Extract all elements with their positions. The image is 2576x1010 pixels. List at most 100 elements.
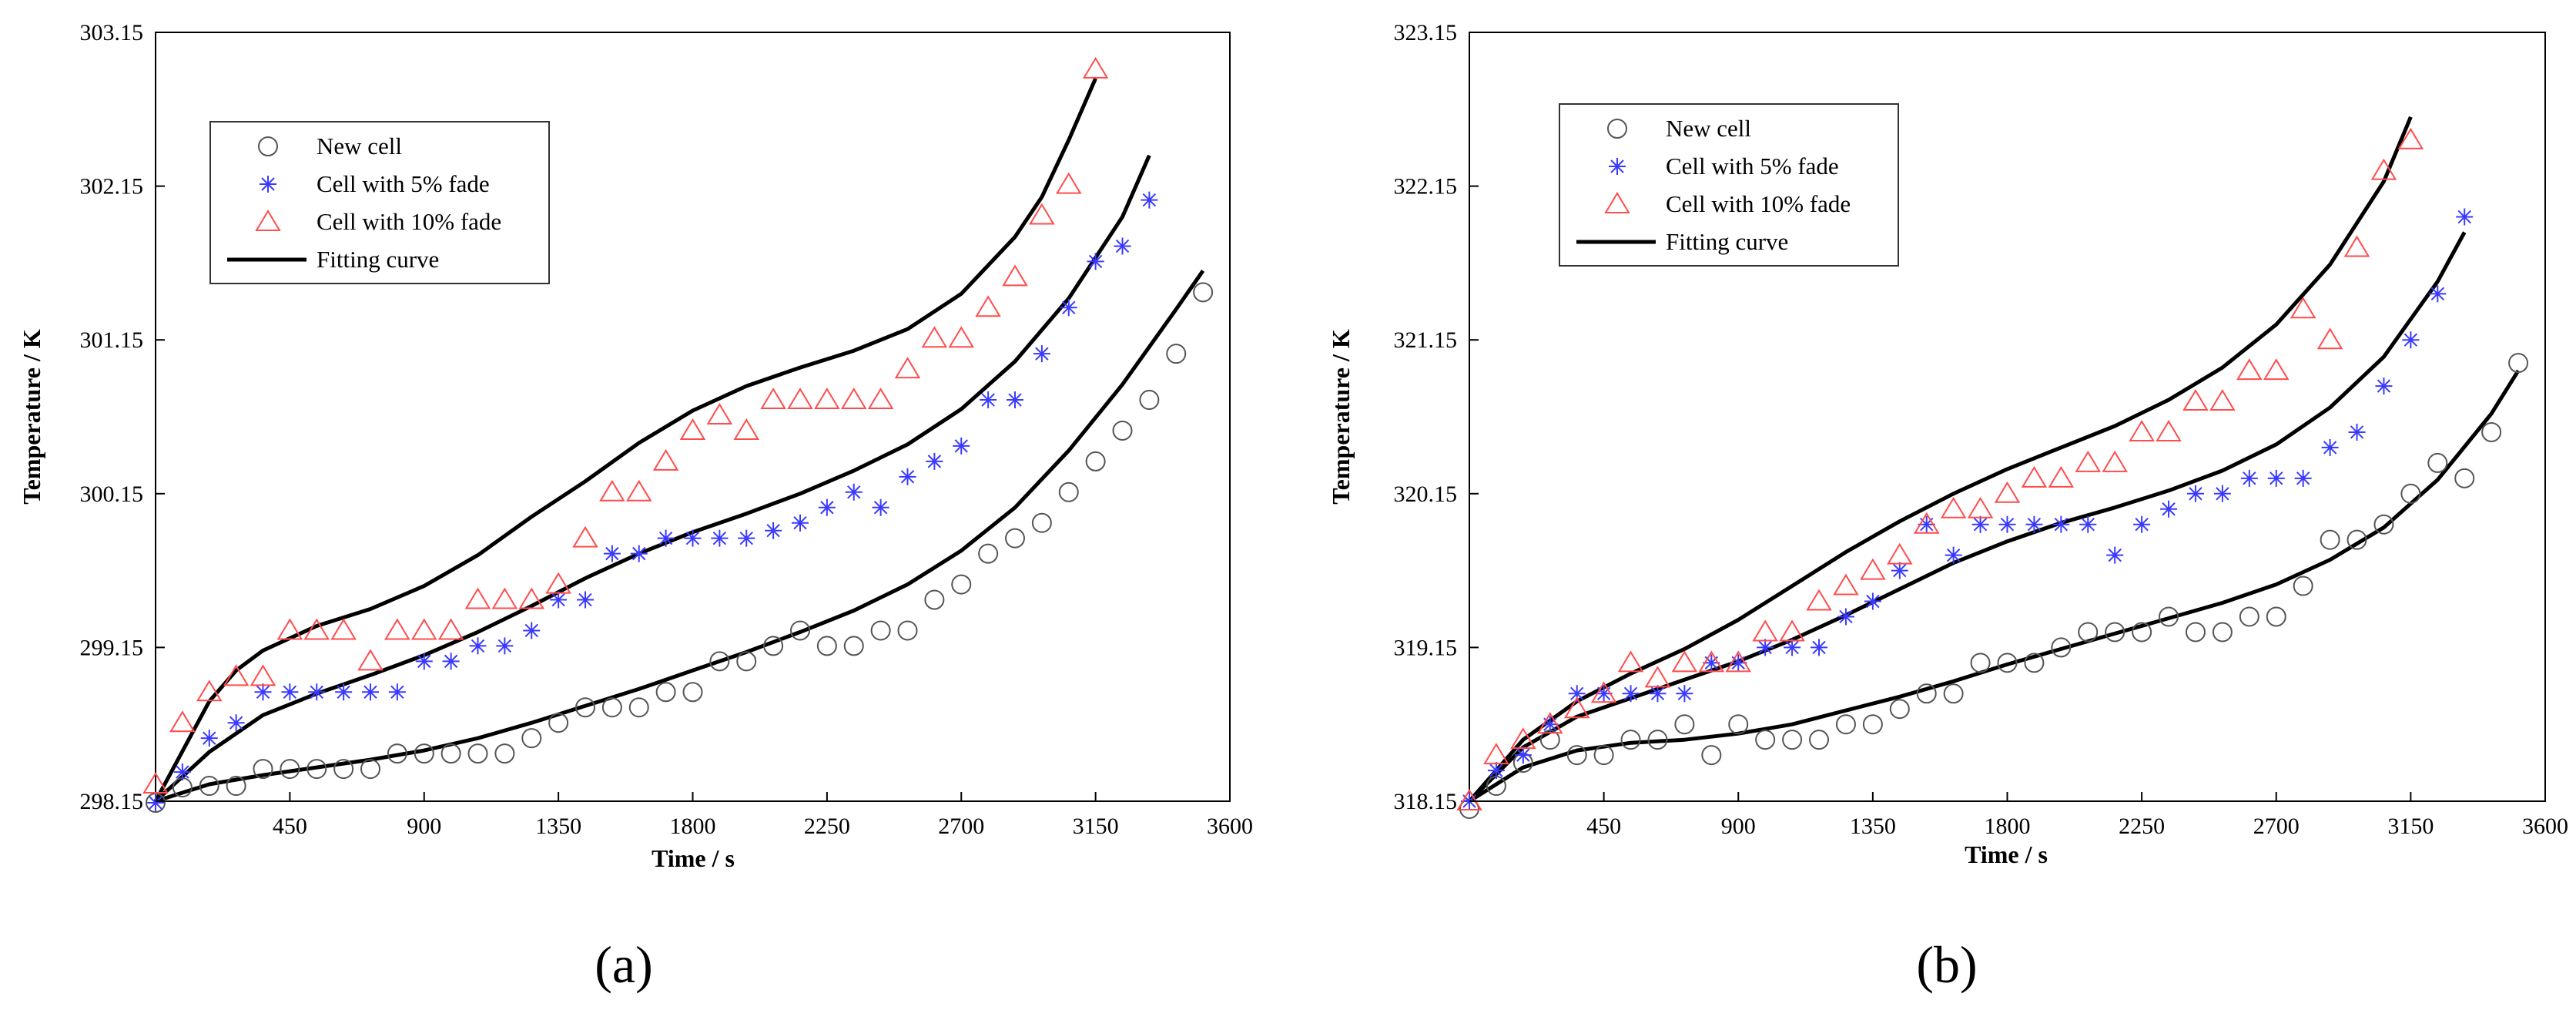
data-point: [254, 683, 272, 701]
data-point: [330, 618, 357, 640]
data-point: [2239, 606, 2259, 627]
y-tick-label: 322.15: [1394, 174, 1458, 200]
data-point: [2105, 622, 2125, 643]
data-point: [1837, 608, 1854, 626]
data-point: [2025, 515, 2043, 533]
data-point: [521, 728, 542, 749]
data-point: [953, 437, 970, 455]
x-tick-label: 1800: [1985, 814, 2031, 839]
data-point: [2373, 514, 2394, 535]
data-point: [787, 388, 813, 410]
data-point: [147, 794, 164, 811]
legend: New cell Cell with 5% fade Cell with 10% f…: [1559, 103, 1899, 267]
data-point: [550, 591, 568, 609]
data-point: [897, 620, 918, 641]
chart-panel-b: 450 900 1350 1800 2250 2700 3150 3600 318.15 319.…: [1327, 20, 2568, 994]
y-tick-label: 300.15: [80, 482, 144, 507]
data-point: [1031, 512, 1052, 533]
data-point: [442, 653, 460, 670]
data-point: [840, 388, 867, 410]
fitting-curve-cell-with-10-fade: [1468, 116, 2413, 803]
data-point: [1193, 282, 1214, 303]
legend-label: Cell with 10% fade: [1666, 190, 1851, 217]
data-point: [1114, 237, 1131, 255]
x-tick-label: 3600: [2522, 814, 2568, 839]
data-point: [1784, 639, 1801, 656]
legend-label: New cell: [1666, 115, 1751, 142]
data-point: [577, 591, 594, 609]
y-tick-label: 318.15: [1394, 789, 1458, 814]
legend-label: Fitting curve: [317, 246, 439, 273]
series-cell-with-5-fade: [1461, 208, 2474, 810]
data-point: [303, 618, 330, 640]
x-tick-label: 3600: [1207, 814, 1253, 839]
data-point: [655, 682, 676, 703]
data-point: [679, 418, 706, 440]
data-point: [384, 618, 410, 640]
data-point: [410, 618, 437, 640]
data-point: [2427, 452, 2448, 473]
y-tick-label: 303.15: [80, 20, 144, 45]
chart-panel-a: 450 900 1350 1800 2250 2700 3150 3600 298.15 299.…: [18, 20, 1253, 994]
data-point: [1887, 542, 1913, 565]
data-point: [1806, 589, 1832, 611]
legend-swatch: [258, 136, 278, 156]
data-point: [1649, 685, 1667, 703]
data-point: [1085, 451, 1106, 471]
data-point: [975, 295, 1001, 317]
data-point: [630, 545, 648, 562]
data-point: [870, 620, 891, 641]
data-point: [1029, 203, 1055, 225]
data-point: [1671, 650, 1698, 673]
data-point: [1139, 390, 1160, 411]
data-point: [2508, 353, 2529, 374]
data-point: [2185, 622, 2206, 643]
data-point: [790, 620, 810, 641]
data-point: [1002, 264, 1028, 287]
data-point: [548, 713, 569, 733]
data-point: [169, 710, 196, 733]
data-point: [1676, 685, 1693, 703]
data-point: [142, 772, 169, 794]
x-tick-label: 2700: [2253, 814, 2300, 839]
data-point: [1112, 420, 1133, 441]
data-point: [1891, 562, 1908, 579]
data-point: [845, 483, 863, 501]
data-point: [2402, 331, 2420, 349]
x-tick-label: 900: [1721, 814, 1756, 839]
data-point: [1082, 56, 1109, 79]
data-point: [2316, 327, 2343, 350]
data-point: [1864, 592, 1881, 610]
data-point: [2347, 529, 2367, 550]
data-point: [2370, 158, 2397, 180]
legend-label: Cell with 5% fade: [317, 170, 490, 197]
data-point: [572, 525, 598, 548]
data-point: [2375, 377, 2393, 395]
series-cell-with-5-fade: [147, 191, 1158, 811]
data-point: [2266, 606, 2286, 627]
y-tick-label: 301.15: [80, 327, 144, 353]
y-tick-label: 320.15: [1394, 482, 1458, 507]
data-point: [601, 697, 622, 718]
data-point: [1055, 172, 1082, 194]
data-point: [1644, 666, 1671, 688]
data-point: [200, 730, 218, 747]
data-point: [1755, 730, 1776, 750]
data-point: [360, 759, 380, 780]
panel-label: (b): [1916, 935, 1977, 994]
data-point: [196, 679, 223, 702]
data-point: [2156, 420, 2182, 441]
data-point: [2209, 389, 2236, 411]
data-point: [1698, 650, 1725, 673]
data-point: [227, 714, 245, 732]
data-point: [816, 636, 837, 656]
data-point: [951, 574, 972, 595]
data-point: [1728, 714, 1749, 735]
data-point: [1730, 654, 1747, 672]
data-point: [2263, 358, 2290, 381]
data-point: [706, 403, 733, 425]
data-point: [1945, 546, 1962, 564]
data-point: [1563, 696, 1590, 719]
data-point: [2429, 285, 2447, 303]
data-point: [2348, 423, 2366, 441]
